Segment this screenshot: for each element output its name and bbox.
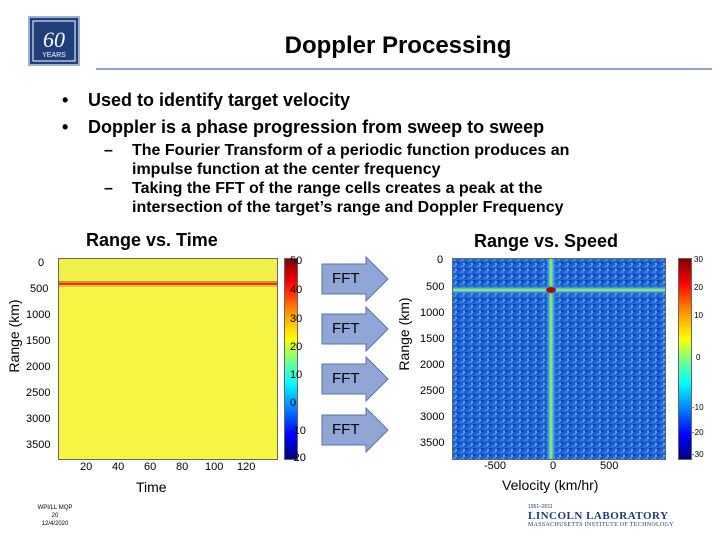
left-cb-tick: 40 [290,284,303,296]
left-y-tick: 3500 [26,439,51,451]
left-colorbar [284,258,298,460]
fft-arrow: FFT [320,305,390,357]
left-x-tick: 60 [144,461,157,473]
left-x-tick: 80 [176,461,189,473]
bullet-1: • Used to identify target velocity [62,90,351,110]
right-y-tick: 500 [426,281,445,293]
title-rule [96,68,712,70]
left-y-label: Range (km) [6,299,22,373]
left-y-tick: 2500 [26,387,51,399]
left-cb-tick: 30 [290,313,303,325]
right-y-tick: 3000 [420,411,445,423]
left-x-tick: 20 [80,461,93,473]
left-y-tick: 1500 [26,335,51,347]
right-x-label: Velocity (km/hr) [502,477,599,493]
left-y-tick: 2000 [26,361,51,373]
right-cb-tick: -30 [692,450,704,459]
left-cb-tick: 0 [290,397,297,409]
left-heatmap [58,258,278,460]
60-years-logo: 60 YEARS [28,16,80,66]
right-colorbar [678,258,692,460]
logo-sub: YEARS [42,52,66,59]
fft-arrow: FFT [320,255,390,307]
left-plot-title: Range vs. Time [86,230,218,250]
left-cb-tick: -20 [290,452,306,464]
right-y-tick: 3500 [420,437,445,449]
right-cb-tick: 20 [694,283,703,292]
right-y-tick: 0 [437,254,444,266]
logo-number: 60 [43,27,65,52]
left-cb-tick: 20 [290,341,303,353]
right-y-tick: 1500 [420,333,445,345]
right-y-tick: 1000 [420,307,445,319]
right-cb-tick: 30 [694,255,703,264]
right-plot-title: Range vs. Speed [474,231,619,251]
right-y-label: Range (km) [396,297,412,371]
right-cb-tick: 10 [694,311,703,320]
left-y-tick: 3000 [26,413,51,425]
right-heatmap [452,258,666,460]
right-x-tick: 0 [550,460,557,472]
right-x-tick: 500 [600,460,619,472]
right-cb-tick: -10 [692,403,704,412]
left-y-tick: 1000 [26,309,51,321]
lincoln-lab-logo: 1951–2011 LINCOLN LABORATORY MASSACHUSET… [528,504,674,528]
right-cb-tick: 0 [696,353,701,362]
left-cb-tick: 50 [290,255,303,267]
left-y-tick: 500 [30,283,49,295]
fft-arrow: FFT [320,406,390,458]
left-cb-tick: -10 [290,425,306,437]
subbullet-2: – Taking the FFT of the range cells creat… [104,180,564,216]
left-y-tick: 0 [38,257,45,269]
page-title: Doppler Processing [284,32,512,59]
right-x-tick: -500 [484,460,507,472]
left-x-tick: 100 [205,461,224,473]
left-x-tick: 40 [112,461,125,473]
right-y-tick: 2000 [420,359,445,371]
right-y-tick: 2500 [420,385,445,397]
footer-slide-info: WPI/LL MQP 20 12/4/2020 [37,505,73,527]
bullet-2: • Doppler is a phase progression from swe… [62,117,545,137]
left-x-label: Time [136,479,167,495]
left-cb-tick: 10 [290,369,303,381]
subbullet-1: – The Fourier Transform of a periodic fun… [104,142,570,178]
left-x-tick: 120 [237,461,256,473]
right-cb-tick: -20 [692,428,704,437]
fft-arrow: FFT [320,355,390,407]
